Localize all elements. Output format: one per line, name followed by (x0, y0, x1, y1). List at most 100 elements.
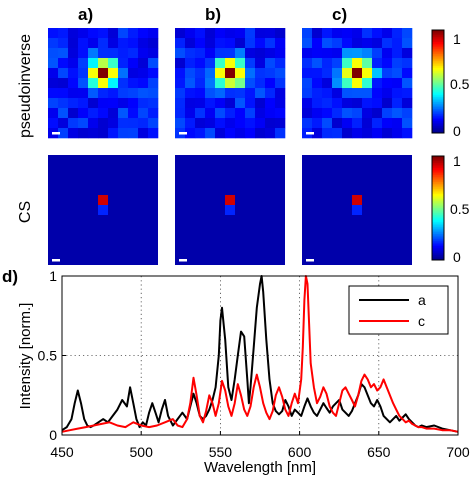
heatmap-cell (312, 48, 323, 59)
colorbar-step (432, 221, 444, 224)
heatmap-cell (342, 28, 353, 39)
heatmap-cell (225, 128, 236, 139)
heatmap-peak-cell (98, 195, 108, 205)
heatmap-cell (382, 108, 393, 119)
colorbar-step (432, 91, 444, 94)
scale-bar (52, 259, 60, 262)
heatmap-cell (255, 38, 266, 49)
heatmap-cell (225, 68, 236, 79)
colorbar-step (432, 164, 444, 167)
heatmap-cell (342, 118, 353, 129)
heatmap-cell (382, 68, 393, 79)
colorbar-step (432, 218, 444, 221)
colorbar-step (432, 244, 444, 247)
heatmap-cell (302, 28, 313, 39)
heatmap-cell (275, 78, 286, 89)
colorbar-step (432, 54, 444, 57)
heatmap-cell (225, 98, 236, 109)
heatmap-cell (352, 98, 363, 109)
heatmap-cell (58, 128, 69, 139)
heatmap-cell (352, 58, 363, 69)
heatmap-cell (118, 88, 129, 99)
heatmap-cs-0 (48, 155, 158, 265)
heatmap-cell (138, 28, 149, 39)
heatmap-cell (68, 38, 79, 49)
heatmap-cell (78, 78, 89, 89)
heatmap-cell (185, 108, 196, 119)
heatmap-cell (98, 98, 109, 109)
heatmap-cell (352, 28, 363, 39)
heatmap-cell (392, 128, 403, 139)
heatmap-cell (362, 78, 373, 89)
heatmap-cell (302, 98, 313, 109)
heatmap-cell (148, 28, 159, 39)
heatmap-cell (342, 128, 353, 139)
heatmap-grid (48, 28, 413, 265)
heatmap-cell (68, 128, 79, 139)
colorbar-step (432, 166, 444, 169)
heatmap-peak-cell (352, 195, 362, 205)
colorbar-step (432, 194, 444, 197)
heatmap-cell (68, 68, 79, 79)
panel-label-b: b) (205, 5, 221, 24)
colorbar-tick-0.5: 0.5 (450, 76, 470, 92)
colorbar-step (432, 202, 444, 205)
heatmap-cell (392, 88, 403, 99)
heatmap-cell (275, 68, 286, 79)
heatmap-cell (98, 48, 109, 59)
heatmap-cell (235, 38, 246, 49)
heatmap-cell (108, 108, 119, 119)
heatmap-secondary-cell (225, 205, 235, 215)
heatmap-cell (322, 128, 333, 139)
heatmap-cell (275, 88, 286, 99)
scale-bar (179, 259, 187, 262)
heatmap-cell (98, 58, 109, 69)
colorbar-step (432, 55, 444, 58)
colorbar-step (432, 180, 444, 183)
heatmap-cell (265, 128, 276, 139)
colorbar-step (432, 185, 444, 188)
heatmap-cell (225, 28, 236, 39)
heatmap-cell (88, 28, 99, 39)
colorbar-step (432, 178, 444, 181)
heatmap-cell (392, 118, 403, 129)
panel-label-d: d) (2, 267, 18, 286)
colorbar-step (432, 211, 444, 214)
heatmap-cell (362, 38, 373, 49)
heatmap-cell (205, 98, 216, 109)
colorbar-step (432, 74, 444, 77)
heatmap-cell (342, 68, 353, 79)
legend: a c (348, 285, 449, 335)
heatmap-cell (48, 28, 59, 39)
heatmap-cell (195, 128, 206, 139)
heatmap-cell (58, 38, 69, 49)
heatmap-cell (402, 38, 413, 49)
heatmap-cell (205, 38, 216, 49)
heatmap-cell (312, 88, 323, 99)
colorbar-step (432, 168, 444, 171)
heatmap-cell (255, 88, 266, 99)
heatmap-cell (225, 108, 236, 119)
heatmap-cell (195, 98, 206, 109)
heatmap-cell (382, 98, 393, 109)
heatmap-cell (98, 38, 109, 49)
heatmap-cell (185, 68, 196, 79)
heatmap-cell (185, 118, 196, 129)
heatmap-cell (58, 98, 69, 109)
colorbar-step (432, 256, 444, 259)
heatmap-cell (235, 128, 246, 139)
colorbar-step (432, 69, 444, 72)
colorbar-step (432, 201, 444, 204)
heatmap-cell (402, 128, 413, 139)
heatmap-cell (402, 108, 413, 119)
heatmap-cell (312, 118, 323, 129)
heatmap-cell (48, 118, 59, 129)
heatmap-cell (128, 68, 139, 79)
heatmap-cell (138, 118, 149, 129)
heatmap-cell (118, 108, 129, 119)
colorbar-step (432, 40, 444, 43)
heatmap-cell (302, 48, 313, 59)
heatmap-cell (118, 28, 129, 39)
heatmap-cell (392, 58, 403, 69)
